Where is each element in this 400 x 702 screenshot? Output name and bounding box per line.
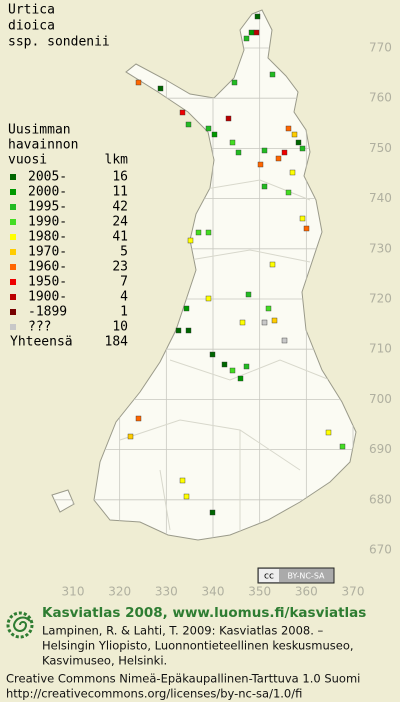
x-label: 320 <box>108 585 131 599</box>
legend-count: 5 <box>120 245 128 260</box>
license-badge: cc BY-NC-SA <box>257 567 335 584</box>
title-line: ssp. sondenii <box>8 35 110 50</box>
legend-count: 24 <box>112 215 128 230</box>
legend-label: ??? <box>28 320 51 335</box>
legend-count: 10 <box>112 320 128 335</box>
legend-count: 7 <box>120 275 128 290</box>
x-label: 310 <box>62 585 85 599</box>
x-label: 330 <box>155 585 178 599</box>
footer-title: Kasviatlas 2008, www.luomus.fi/kasviatla… <box>42 605 366 621</box>
legend-swatch <box>10 264 16 270</box>
y-label: 680 <box>369 492 392 506</box>
legend-label: 1980- <box>28 230 67 245</box>
y-label: 710 <box>369 342 392 356</box>
legend-count: 1 <box>120 305 128 320</box>
y-label: 670 <box>369 543 392 557</box>
legend-heading: Uusimman <box>8 123 71 138</box>
legend-count: 16 <box>112 170 128 185</box>
legend-swatch <box>10 294 16 300</box>
y-label: 730 <box>369 241 392 255</box>
cc-icon: cc <box>264 572 274 582</box>
license-line: Creative Commons Nimeä-Epäkaupallinen-Ta… <box>6 672 360 686</box>
citation-line: Lampinen, R. & Lahti, T. 2009: Kasviatla… <box>42 624 324 638</box>
legend-label: 1950- <box>28 275 67 290</box>
citation-line: Kasvimuseo, Helsinki. <box>42 654 167 668</box>
y-label: 770 <box>369 41 392 55</box>
legend-swatch <box>10 204 16 210</box>
legend-swatch <box>10 309 16 315</box>
y-label: 690 <box>369 442 392 456</box>
y-label: 740 <box>369 191 392 205</box>
logo <box>6 611 34 639</box>
legend-swatch <box>10 219 16 225</box>
legend-count: 23 <box>112 260 128 275</box>
legend-count: 11 <box>112 185 128 200</box>
legend-swatch <box>10 249 16 255</box>
title-line: Urtica <box>8 3 55 18</box>
map-land <box>51 9 357 541</box>
legend-label: 1995- <box>28 200 67 215</box>
badge-label: BY-NC-SA <box>287 572 325 581</box>
legend-total-count: 184 <box>105 335 129 350</box>
legend-swatch <box>10 279 16 285</box>
regions <box>119 179 331 535</box>
license-line: http://creativecommons.org/licenses/by-n… <box>6 687 302 701</box>
legend-swatch <box>10 189 16 195</box>
legend-col: lkm <box>105 153 129 168</box>
observations <box>127 13 346 516</box>
y-label: 760 <box>369 91 392 105</box>
legend-count: 4 <box>120 290 128 305</box>
x-label: 360 <box>295 585 318 599</box>
citation-line: Helsingin Yliopisto, Luonnontieteellinen… <box>42 639 354 653</box>
legend-count: 42 <box>112 200 128 215</box>
legend-col: vuosi <box>8 153 47 168</box>
legend-label: 1970- <box>28 245 67 260</box>
legend-label: 1990- <box>28 215 67 230</box>
footer: Lampinen, R. & Lahti, T. 2009: Kasviatla… <box>6 624 360 701</box>
x-label: 370 <box>342 585 365 599</box>
legend-label: 2000- <box>28 185 67 200</box>
legend-swatch <box>10 324 16 330</box>
legend-total-label: Yhteensä <box>10 335 73 350</box>
legend-count: 41 <box>112 230 128 245</box>
y-label: 700 <box>369 392 392 406</box>
legend-heading: havainnon <box>8 138 78 153</box>
y-label: 720 <box>369 292 392 306</box>
legend-swatch <box>10 234 16 240</box>
x-label: 350 <box>248 585 271 599</box>
x-label: 340 <box>202 585 225 599</box>
y-label: 750 <box>369 141 392 155</box>
title-line: dioica <box>8 19 55 34</box>
legend-label: 1960- <box>28 260 67 275</box>
legend-swatch <box>10 174 16 180</box>
legend-label: 2005- <box>28 170 67 185</box>
legend-label: -1899 <box>28 305 67 320</box>
legend-label: 1900- <box>28 290 67 305</box>
